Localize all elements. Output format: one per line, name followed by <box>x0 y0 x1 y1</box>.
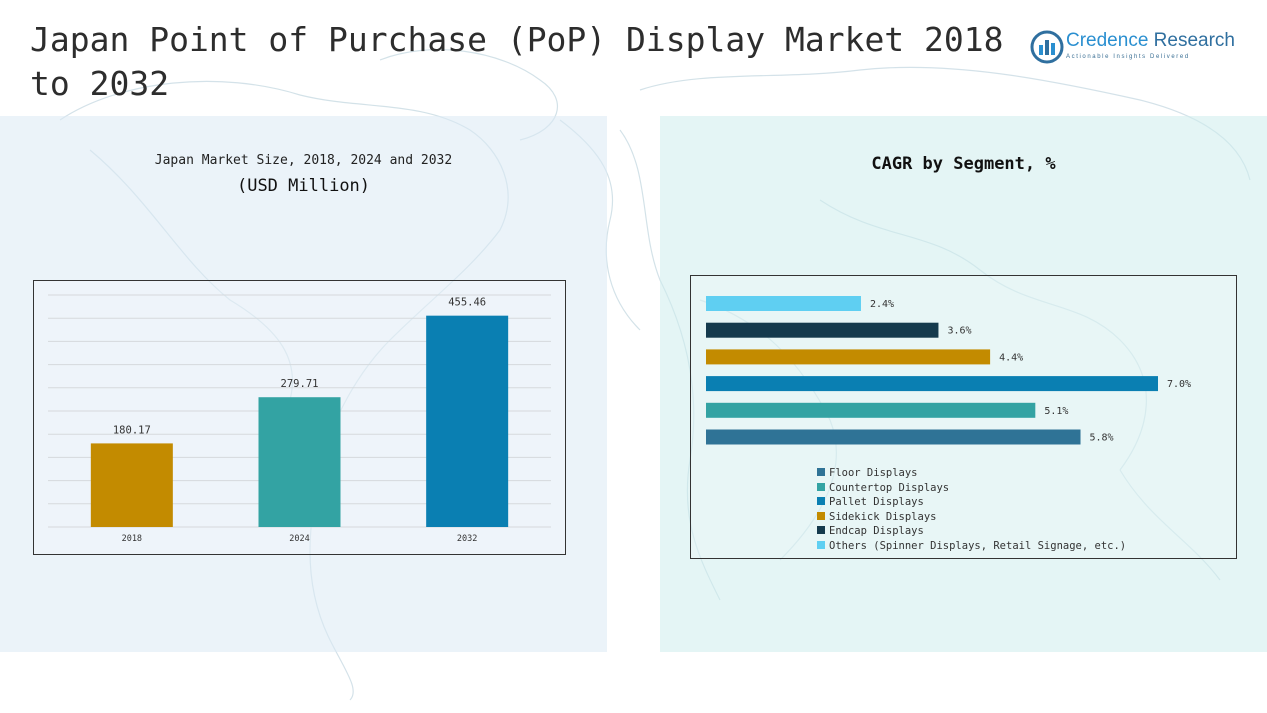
legend-item: Countertop Displays <box>817 481 1126 496</box>
bar-2032 <box>426 315 509 527</box>
cagr-data-label-countertop: 5.1% <box>1044 406 1068 417</box>
legend-item: Others (Spinner Displays, Retail Signage… <box>817 539 1126 554</box>
bar-chart-circle-icon <box>1030 30 1064 64</box>
cagr-bar-pallet <box>706 376 1158 392</box>
cagr-data-label-others: 2.4% <box>870 299 894 310</box>
legend-item: Floor Displays <box>817 466 1126 481</box>
market-size-chart-frame: 180.17 2018 279.71 2024 455.46 2032 <box>33 280 566 555</box>
market-size-panel: Japan Market Size, 2018, 2024 and 2032 (… <box>0 116 607 652</box>
cagr-bar-others <box>706 296 861 311</box>
legend-label: Endcap Displays <box>829 525 924 538</box>
x-tick-label-2018: 2018 <box>122 534 142 544</box>
legend-item: Pallet Displays <box>817 495 1126 510</box>
cagr-data-label-endcap: 3.6% <box>947 326 971 337</box>
legend-label: Others (Spinner Displays, Retail Signage… <box>829 539 1127 552</box>
x-tick-label-2032: 2032 <box>457 534 477 544</box>
x-tick-label-2024: 2024 <box>289 534 309 544</box>
market-size-chart-title: Japan Market Size, 2018, 2024 and 2032 <box>154 153 453 168</box>
legend-label: Pallet Displays <box>829 496 924 509</box>
logo-name-part2: Research <box>1153 30 1235 51</box>
cagr-chart-title: CAGR by Segment, % <box>871 154 1056 174</box>
cagr-chart-frame: 2.4% 3.6% 4.4% 7.0% 5.1% 5.8% Floor Displays C… <box>690 275 1237 559</box>
cagr-data-label-floor: 5.8% <box>1090 433 1114 444</box>
legend-item: Sidekick Displays <box>817 510 1126 525</box>
cagr-data-label-sidekick: 4.4% <box>999 352 1023 363</box>
bar-2024 <box>258 397 341 527</box>
market-size-bar-chart: 180.17 2018 279.71 2024 455.46 2032 <box>48 294 551 544</box>
legend-swatch <box>817 526 825 535</box>
legend-swatch <box>817 482 825 491</box>
logo-name-part1: Credence <box>1066 30 1149 51</box>
logo-tagline: Actionable Insights Delivered <box>1066 54 1190 60</box>
cagr-bar-endcap <box>706 322 939 338</box>
logo-text: Credence Research <box>1066 30 1235 52</box>
market-size-chart-subtitle: (USD Million) <box>236 176 371 196</box>
cagr-bar-sidekick <box>706 349 991 365</box>
legend-swatch <box>817 540 825 549</box>
cagr-bar-chart: 2.4% 3.6% 4.4% 7.0% 5.1% 5.8% <box>706 296 1191 445</box>
legend-label: Floor Displays <box>829 467 918 479</box>
data-label-2018: 180.17 <box>113 424 151 436</box>
legend-swatch <box>817 511 825 520</box>
legend-swatch <box>817 497 825 506</box>
cagr-legend: Floor Displays Countertop Displays Pallet … <box>817 466 1126 554</box>
legend-label: Countertop Displays <box>829 481 950 494</box>
page-title: Japan Point of Purchase (PoP) Display Ma… <box>30 20 1004 103</box>
legend-label: Sidekick Displays <box>829 510 937 523</box>
cagr-bar-floor <box>706 429 1081 445</box>
cagr-data-label-pallet: 7.0% <box>1167 379 1191 390</box>
data-label-2024: 279.71 <box>281 378 319 390</box>
legend-swatch <box>817 468 825 476</box>
bar-2018 <box>90 443 173 527</box>
legend-item: Endcap Displays <box>817 524 1126 539</box>
data-label-2032: 455.46 <box>448 297 486 309</box>
cagr-bar-countertop <box>706 402 1036 418</box>
cagr-panel: CAGR by Segment, % 2.4% 3.6% 4.4% 7.0% 5.1% 5… <box>660 116 1267 652</box>
brand-logo[interactable]: Credence Research Actionable Insights De… <box>1030 30 1245 66</box>
